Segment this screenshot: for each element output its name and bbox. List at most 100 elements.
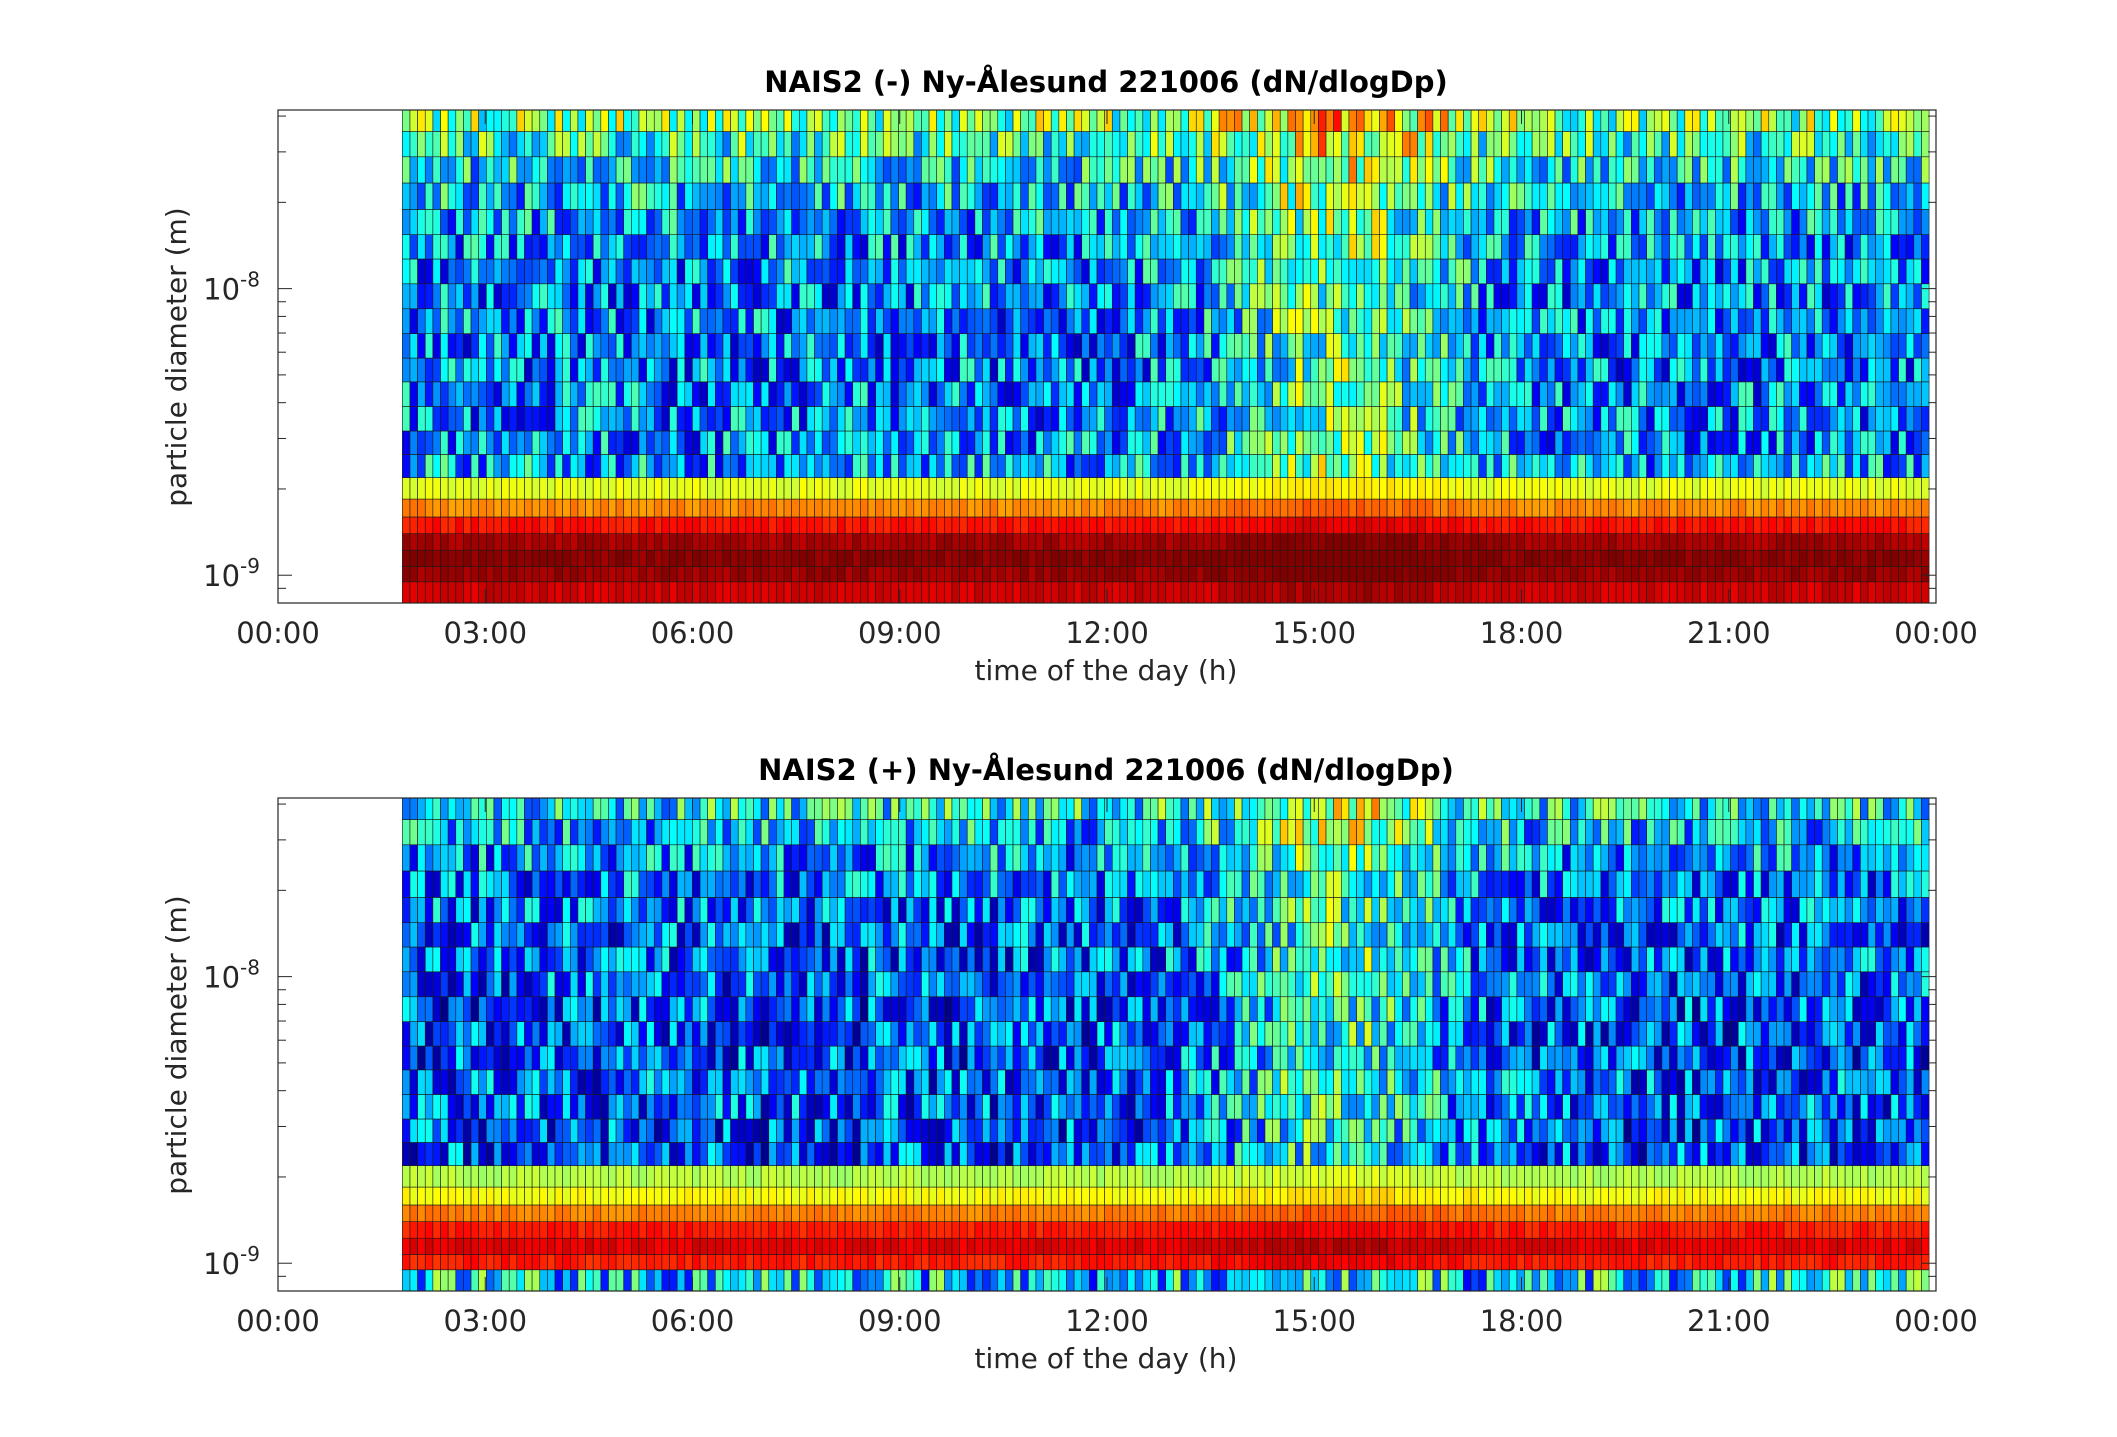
- heatmap-cell: [1684, 454, 1693, 478]
- heatmap-cell: [1921, 258, 1930, 285]
- heatmap-cell: [615, 477, 625, 500]
- heatmap-cell: [1203, 533, 1212, 551]
- heatmap-cell: [676, 477, 686, 500]
- heatmap-cell: [745, 477, 754, 500]
- heatmap-cell: [585, 549, 594, 567]
- heatmap-cell: [1707, 333, 1716, 359]
- heatmap-cell: [508, 1237, 518, 1255]
- heatmap-cell: [1570, 182, 1579, 210]
- heatmap-cell: [417, 209, 426, 235]
- heatmap-cell: [1066, 581, 1075, 604]
- heatmap-cell: [1860, 209, 1869, 235]
- heatmap-cell: [1020, 477, 1029, 500]
- heatmap-cell: [486, 581, 495, 604]
- heatmap-cell: [1264, 549, 1273, 567]
- heatmap-cell: [539, 1021, 548, 1047]
- heatmap-cell: [1050, 566, 1060, 583]
- heatmap-cell: [860, 516, 869, 534]
- heatmap-cell: [1386, 258, 1396, 285]
- heatmap-cell: [1272, 454, 1281, 478]
- heatmap-cell: [531, 1045, 541, 1071]
- heatmap-cell: [989, 533, 999, 551]
- heatmap-cell: [837, 430, 846, 455]
- heatmap-cell: [1470, 209, 1479, 235]
- heatmap-cell: [493, 1237, 502, 1255]
- heatmap-cell: [1783, 308, 1792, 334]
- heatmap-cell: [722, 581, 731, 604]
- heatmap-cell: [1791, 477, 1800, 500]
- heatmap-cell: [875, 209, 884, 235]
- heatmap-cell: [1837, 333, 1846, 359]
- heatmap-cell: [1676, 234, 1686, 260]
- heatmap-cell: [1631, 308, 1640, 334]
- heatmap-cell: [1356, 109, 1365, 132]
- heatmap-cell: [1791, 131, 1800, 158]
- heatmap-cell: [1241, 357, 1250, 383]
- heatmap-cell: [745, 406, 754, 432]
- heatmap-cell: [432, 454, 441, 478]
- heatmap-cell: [516, 156, 525, 184]
- heatmap-cell: [608, 209, 617, 235]
- heatmap-cell: [921, 381, 930, 407]
- heatmap-cell: [1692, 516, 1701, 534]
- heatmap-cell: [1554, 566, 1563, 583]
- heatmap-cell: [1730, 333, 1739, 359]
- heatmap-cell: [440, 844, 449, 872]
- heatmap-cell: [1318, 516, 1327, 534]
- heatmap-cell: [402, 333, 411, 359]
- heatmap-cell: [463, 922, 472, 948]
- heatmap-cell: [554, 971, 563, 998]
- heatmap-cell: [844, 209, 854, 235]
- heatmap-cell: [455, 182, 464, 210]
- heatmap-cell: [1150, 498, 1159, 518]
- heatmap-cell: [1531, 498, 1541, 518]
- heatmap-cell: [1631, 109, 1640, 132]
- heatmap-cell: [1768, 357, 1777, 383]
- heatmap-cell: [997, 533, 1006, 551]
- heatmap-cell: [1188, 283, 1197, 310]
- heatmap-cell: [875, 533, 884, 551]
- heatmap-cell: [1562, 131, 1571, 158]
- heatmap-cell: [1913, 477, 1922, 500]
- heatmap-cell: [547, 234, 556, 260]
- heatmap-cell: [424, 1094, 434, 1120]
- heatmap-cell: [944, 477, 953, 500]
- heatmap-cell: [501, 897, 510, 923]
- heatmap-cell: [1119, 333, 1128, 359]
- heatmap-cell: [486, 283, 495, 310]
- heatmap-cell: [1821, 109, 1831, 132]
- heatmap-cell: [1699, 549, 1709, 567]
- heatmap-cell: [1447, 406, 1457, 432]
- heatmap-cell: [1043, 156, 1052, 184]
- heatmap-cell: [1516, 182, 1525, 210]
- heatmap-cell: [1768, 131, 1777, 158]
- heatmap-cell: [1363, 308, 1373, 334]
- heatmap-cell: [493, 498, 502, 518]
- heatmap-cell: [1180, 156, 1189, 184]
- heatmap-cell: [829, 498, 838, 518]
- heatmap-cell: [1272, 381, 1281, 407]
- heatmap-cell: [1882, 498, 1892, 518]
- heatmap-cell: [554, 897, 563, 923]
- heatmap-cell: [1753, 566, 1762, 583]
- heatmap-cell: [1486, 581, 1495, 604]
- heatmap-cell: [730, 454, 739, 478]
- heatmap-cell: [653, 109, 663, 132]
- heatmap-cell: [417, 1237, 426, 1255]
- heatmap-cell: [653, 549, 663, 567]
- heatmap-cell: [1012, 131, 1021, 158]
- heatmap-cell: [432, 308, 441, 334]
- heatmap-cell: [531, 533, 541, 551]
- heatmap-cell: [646, 516, 655, 534]
- heatmap-cell: [1043, 533, 1052, 551]
- heatmap-cell: [1814, 477, 1823, 500]
- heatmap-cell: [661, 109, 670, 132]
- heatmap-cell: [1325, 209, 1334, 235]
- heatmap-cell: [1241, 477, 1250, 500]
- heatmap-cell: [1615, 381, 1625, 407]
- heatmap-cell: [1463, 333, 1472, 359]
- heatmap-cell: [1760, 131, 1770, 158]
- heatmap-cell: [577, 996, 586, 1022]
- heatmap-cell: [1150, 454, 1159, 478]
